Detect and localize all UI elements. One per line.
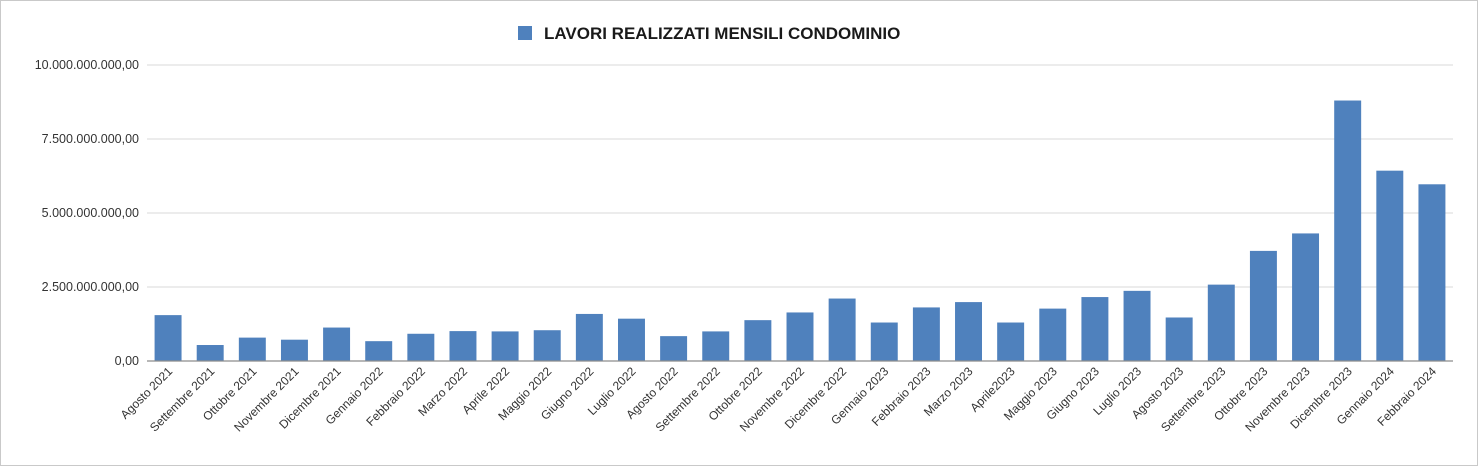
- y-tick-label: 0,00: [115, 354, 139, 368]
- bar: [533, 330, 561, 361]
- bar: [323, 327, 351, 361]
- bar: [1039, 308, 1067, 361]
- bar: [828, 298, 856, 361]
- y-tick-label: 7.500.000.000,00: [42, 132, 139, 146]
- bars: [154, 100, 1446, 362]
- bar: [1123, 290, 1151, 361]
- bar: [955, 302, 982, 361]
- bar: [702, 331, 730, 361]
- bar: [196, 345, 224, 361]
- bar: [1292, 233, 1320, 361]
- y-axis-tick-labels: 0,00 2.500.000.000,00 5.000.000.000,00 7.50…: [35, 58, 139, 368]
- bar: [1165, 317, 1193, 361]
- bar: [238, 337, 266, 361]
- y-tick-label: 10.000.000.000,00: [35, 58, 139, 72]
- legend: LAVORI REALIZZATI MENSILI CONDOMINIO: [518, 24, 900, 43]
- bar: [280, 339, 308, 361]
- bar: [491, 331, 519, 361]
- bar: [1334, 100, 1362, 362]
- bar: [1376, 170, 1404, 361]
- bar: [870, 322, 898, 361]
- bar: [1207, 284, 1235, 361]
- bar: [912, 307, 940, 361]
- bar: [786, 312, 814, 361]
- bar: [407, 333, 435, 361]
- y-tick-label: 2.500.000.000,00: [42, 280, 139, 294]
- legend-label: LAVORI REALIZZATI MENSILI CONDOMINIO: [544, 24, 900, 43]
- bar: [575, 313, 603, 361]
- gridlines: [147, 64, 1453, 288]
- bar: [365, 341, 393, 361]
- bar: [1249, 250, 1277, 361]
- bar: [1081, 297, 1109, 361]
- bar: [744, 320, 772, 361]
- bar: [1418, 184, 1446, 361]
- bar: [660, 336, 688, 361]
- bar: [997, 322, 1025, 361]
- bar: [449, 331, 477, 361]
- bar: [154, 315, 182, 361]
- legend-swatch: [518, 26, 532, 40]
- bar: [618, 318, 645, 361]
- y-tick-label: 5.000.000.000,00: [42, 206, 139, 220]
